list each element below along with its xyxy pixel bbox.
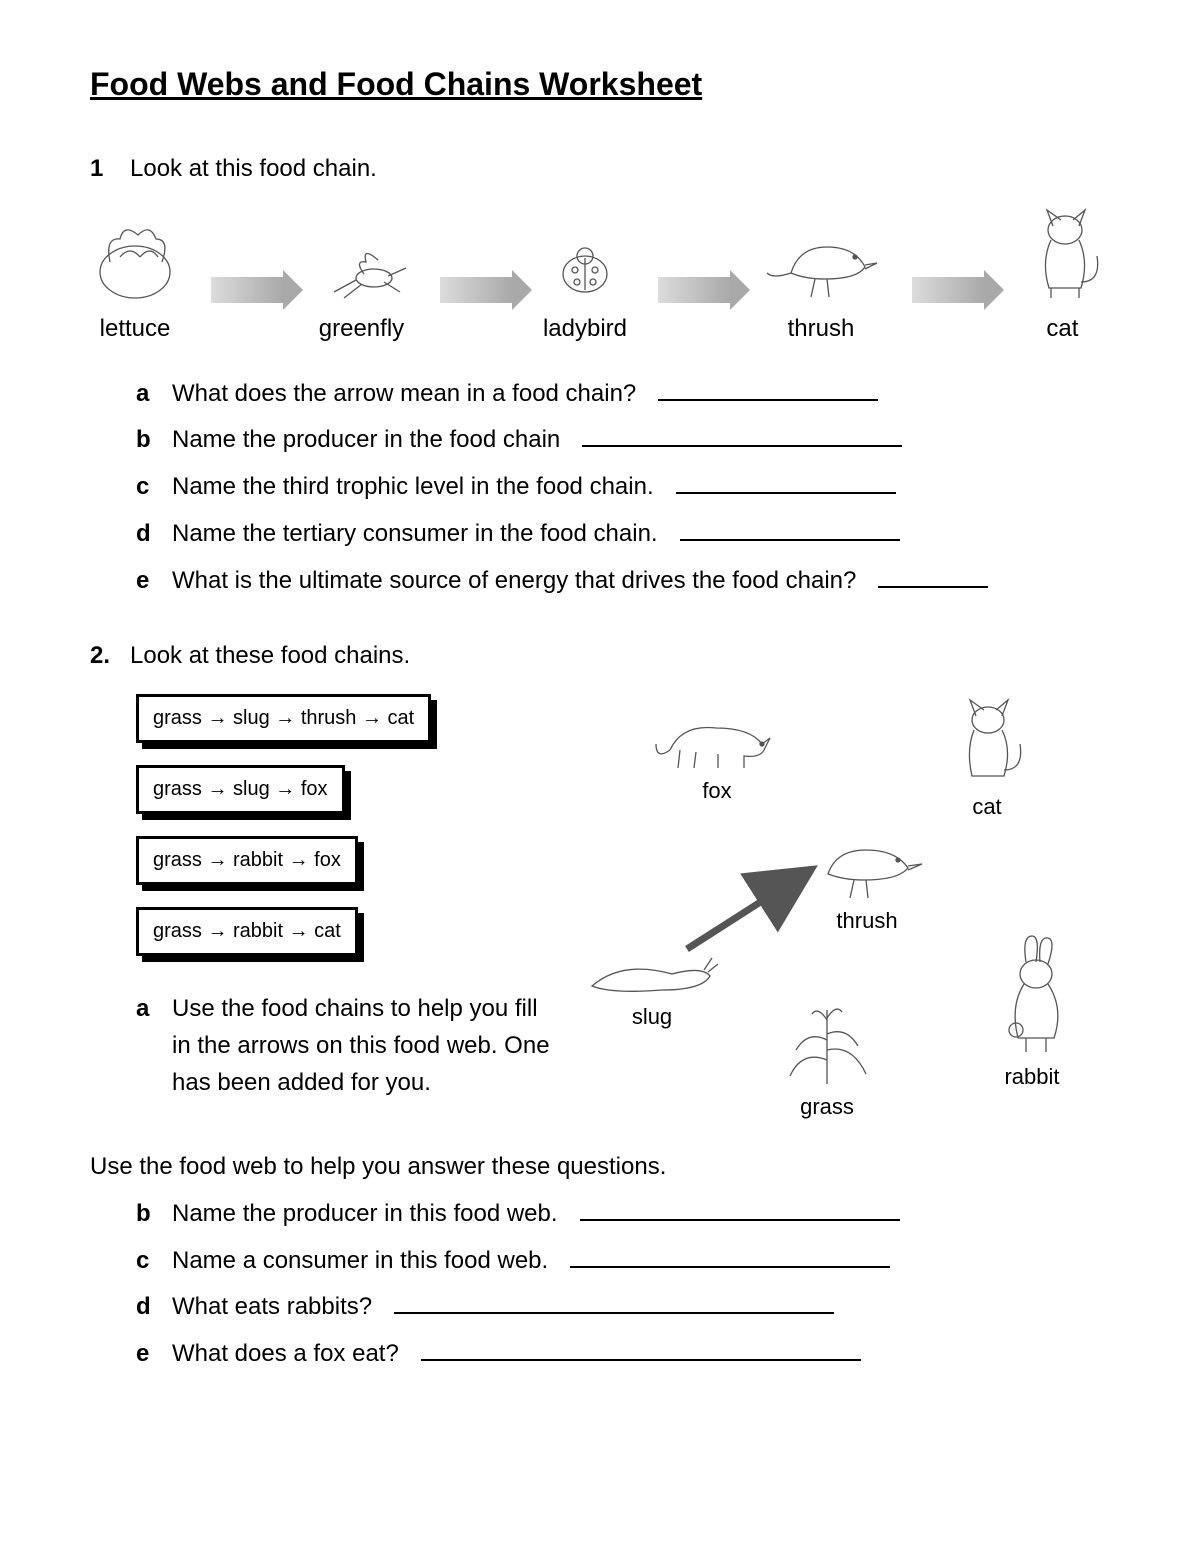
web-label: thrush bbox=[802, 904, 932, 938]
q2a: a Use the food chains to help you fill i… bbox=[136, 990, 556, 1102]
web-label: grass bbox=[772, 1090, 882, 1124]
chain-label: greenfly bbox=[314, 310, 409, 347]
sub-letter: b bbox=[136, 421, 158, 458]
sub-text: Name a consumer in this food web. bbox=[172, 1242, 548, 1279]
greenfly-icon bbox=[314, 207, 409, 302]
q2c: c Name a consumer in this food web. bbox=[136, 1240, 1110, 1279]
q2b: b Name the producer in this food web. bbox=[136, 1193, 1110, 1232]
answer-blank[interactable] bbox=[680, 513, 900, 541]
sub-letter: c bbox=[136, 468, 158, 505]
arrow-icon bbox=[211, 277, 283, 347]
answer-blank[interactable] bbox=[421, 1334, 861, 1362]
answer-blank[interactable] bbox=[394, 1287, 834, 1315]
sub-text: What does a fox eat? bbox=[172, 1335, 399, 1372]
cat-icon bbox=[942, 694, 1032, 790]
lettuce-icon bbox=[90, 207, 180, 302]
sub-letter: a bbox=[136, 990, 158, 1027]
chain-box: grass → rabbit → fox bbox=[136, 836, 358, 885]
chain-label: thrush bbox=[761, 310, 881, 347]
q2d: d What eats rabbits? bbox=[136, 1287, 1110, 1326]
web-node-cat: cat bbox=[942, 694, 1032, 824]
chain-label: cat bbox=[1015, 310, 1110, 347]
chain-item-ladybird: ladybird bbox=[543, 207, 627, 347]
sub-letter: c bbox=[136, 1242, 158, 1279]
q1-number: 1 bbox=[90, 150, 112, 187]
q2-instruction: Use the food web to help you answer thes… bbox=[90, 1148, 1110, 1185]
chain-item-greenfly: greenfly bbox=[314, 207, 409, 347]
page-title: Food Webs and Food Chains Worksheet bbox=[90, 60, 1110, 110]
sub-text: Name the producer in the food chain bbox=[172, 421, 560, 458]
web-node-fox: fox bbox=[652, 694, 782, 808]
chain-label: lettuce bbox=[90, 310, 180, 347]
web-node-rabbit: rabbit bbox=[982, 930, 1082, 1094]
web-label: cat bbox=[942, 790, 1032, 824]
q1a: a What does the arrow mean in a food cha… bbox=[136, 373, 1110, 412]
answer-blank[interactable] bbox=[676, 467, 896, 495]
q2e: e What does a fox eat? bbox=[136, 1334, 1110, 1373]
q2-number: 2. bbox=[90, 637, 112, 674]
answer-blank[interactable] bbox=[658, 373, 878, 401]
chain-box: grass → slug → fox bbox=[136, 765, 345, 814]
thrush-icon bbox=[761, 207, 881, 302]
food-web-diagram: fox cat thrush slug grass bbox=[582, 694, 1102, 1124]
ladybird-icon bbox=[543, 207, 627, 302]
web-node-grass: grass bbox=[772, 990, 882, 1124]
web-label: rabbit bbox=[982, 1060, 1082, 1094]
chain-box: grass → rabbit → cat bbox=[136, 907, 358, 956]
web-node-slug: slug bbox=[582, 940, 722, 1034]
rabbit-icon bbox=[982, 930, 1082, 1060]
q1c: c Name the third trophic level in the fo… bbox=[136, 467, 1110, 506]
chain-label: ladybird bbox=[543, 310, 627, 347]
thrush-icon bbox=[802, 814, 932, 904]
sub-text: Use the food chains to help you fill in … bbox=[172, 990, 556, 1102]
sub-text: Name the third trophic level in the food… bbox=[172, 468, 654, 505]
sub-text: What is the ultimate source of energy th… bbox=[172, 562, 856, 599]
sub-text: What does the arrow mean in a food chain… bbox=[172, 375, 636, 412]
sub-letter: e bbox=[136, 1335, 158, 1372]
answer-blank[interactable] bbox=[878, 560, 988, 588]
sub-text: Name the producer in this food web. bbox=[172, 1195, 558, 1232]
sub-letter: d bbox=[136, 1288, 158, 1325]
chain-box: grass → slug → thrush → cat bbox=[136, 694, 431, 743]
answer-blank[interactable] bbox=[580, 1193, 900, 1221]
web-label: fox bbox=[652, 774, 782, 808]
q1-prompt: Look at this food chain. bbox=[130, 150, 377, 187]
q1d: d Name the tertiary consumer in the food… bbox=[136, 513, 1110, 552]
sub-letter: e bbox=[136, 562, 158, 599]
chain-box-list: grass → slug → thrush → cat grass → slug… bbox=[136, 694, 556, 1110]
question-2: 2. Look at these food chains. bbox=[90, 637, 1110, 674]
food-chain-diagram: lettuce greenfly ladybird thrush cat bbox=[90, 207, 1110, 347]
cat-icon bbox=[1015, 207, 1110, 302]
chain-item-thrush: thrush bbox=[761, 207, 881, 347]
answer-blank[interactable] bbox=[570, 1240, 890, 1268]
q1e: e What is the ultimate source of energy … bbox=[136, 560, 1110, 599]
sub-letter: a bbox=[136, 375, 158, 412]
sub-letter: d bbox=[136, 515, 158, 552]
web-node-thrush: thrush bbox=[802, 814, 932, 938]
sub-text: What eats rabbits? bbox=[172, 1288, 372, 1325]
q1b: b Name the producer in the food chain bbox=[136, 420, 1110, 459]
fox-icon bbox=[652, 694, 782, 774]
chain-item-lettuce: lettuce bbox=[90, 207, 180, 347]
question-1: 1 Look at this food chain. bbox=[90, 150, 1110, 187]
answer-blank[interactable] bbox=[582, 420, 902, 448]
sub-letter: b bbox=[136, 1195, 158, 1232]
slug-icon bbox=[582, 940, 722, 1000]
sub-text: Name the tertiary consumer in the food c… bbox=[172, 515, 658, 552]
grass-icon bbox=[772, 990, 882, 1090]
q2-prompt: Look at these food chains. bbox=[130, 637, 410, 674]
section-2-body: grass → slug → thrush → cat grass → slug… bbox=[90, 694, 1110, 1124]
arrow-icon bbox=[912, 277, 984, 347]
web-label: slug bbox=[582, 1000, 722, 1034]
chain-item-cat: cat bbox=[1015, 207, 1110, 347]
arrow-icon bbox=[658, 277, 730, 347]
arrow-icon bbox=[440, 277, 512, 347]
